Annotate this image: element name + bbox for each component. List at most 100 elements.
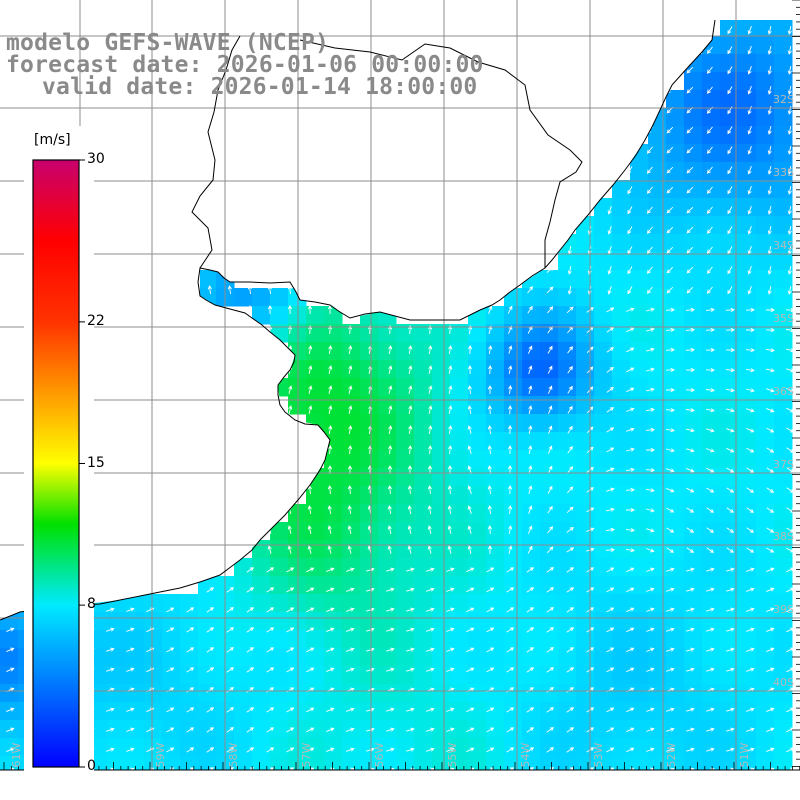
wind-cell: [522, 360, 541, 379]
wind-cell: [378, 486, 397, 505]
wind-arrow: [686, 567, 695, 572]
wind-arrow: [288, 405, 293, 415]
wind-cell: [396, 684, 415, 703]
wind-arrow: [466, 627, 475, 633]
wind-arrow: [727, 186, 733, 195]
wind-cell: [738, 540, 757, 559]
wind-cell: [720, 270, 739, 289]
wind-cell: [684, 144, 703, 163]
wind-cell: [90, 702, 109, 721]
wind-cell: [774, 486, 793, 505]
wind-arrow: [726, 747, 735, 752]
wind-arrow: [126, 627, 135, 632]
wind-cell: [630, 702, 649, 721]
wind-arrow: [546, 286, 554, 294]
wind-cell: [306, 774, 325, 793]
wind-cell: [738, 486, 757, 505]
wind-arrow: [706, 667, 715, 672]
wind-cell: [252, 756, 271, 770]
wind-cell: [684, 504, 703, 523]
wind-cell: [234, 594, 253, 613]
wind-cell: [630, 774, 649, 793]
wind-arrow: [186, 747, 195, 753]
wind-arrow: [386, 667, 395, 672]
wind-cell: [684, 540, 703, 559]
wind-cell: [306, 504, 325, 523]
wind-arrow: [306, 747, 315, 753]
wind-arrow: [327, 485, 332, 495]
wind-arrow: [666, 266, 674, 274]
wind-cell: [450, 378, 469, 397]
wind-cell: [504, 612, 523, 631]
wind-cell: [738, 630, 757, 649]
wind-field-cells: [0, 18, 793, 793]
wind-cell: [252, 576, 271, 595]
wind-cell: [756, 234, 775, 253]
wind-arrow: [426, 627, 435, 632]
wind-arrow: [787, 266, 792, 275]
wind-arrow: [706, 587, 715, 592]
wind-cell: [684, 432, 703, 451]
wind-arrow: [628, 767, 635, 770]
wind-arrow: [547, 365, 553, 374]
wind-cell: [432, 324, 451, 343]
wind-cell: [594, 198, 613, 217]
wind-cell: [414, 774, 433, 793]
wind-arrow: [368, 767, 375, 770]
wind-cell: [648, 612, 667, 631]
wind-cell: [612, 414, 631, 433]
wind-cell: [378, 396, 397, 415]
wind-cell: [504, 378, 523, 397]
wind-cell: [648, 450, 667, 469]
wind-cell: [666, 522, 685, 541]
wind-cell: [702, 72, 721, 91]
wind-arrow: [186, 707, 195, 713]
wind-cell: [576, 684, 595, 703]
wind-cell: [324, 450, 343, 469]
wind-arrow: [626, 627, 635, 633]
wind-cell: [486, 306, 505, 325]
wind-arrow: [566, 647, 575, 653]
wind-arrow: [747, 166, 752, 175]
wind-arrow: [448, 405, 453, 415]
wind-cell: [720, 54, 739, 73]
wind-cell: [522, 774, 541, 793]
wind-arrow: [706, 186, 713, 194]
wind-cell: [324, 774, 343, 793]
wind-arrow: [406, 567, 415, 572]
wind-cell: [360, 360, 379, 379]
wind-cell: [666, 702, 685, 721]
wind-arrow: [727, 266, 733, 275]
wind-cell: [684, 702, 703, 721]
wind-cell: [738, 468, 757, 487]
wind-cell: [666, 90, 685, 109]
wind-arrow: [226, 727, 235, 733]
wind-arrow: [546, 546, 554, 554]
wind-cell: [630, 504, 649, 523]
wind-arrow: [468, 345, 473, 355]
wind-arrow: [726, 388, 735, 393]
wind-arrow: [106, 647, 115, 652]
wind-arrow: [527, 345, 533, 354]
wind-cell: [702, 486, 721, 505]
wind-arrow: [546, 607, 555, 613]
wind-cell: [90, 648, 109, 667]
wind-cell: [198, 612, 217, 631]
wind-cell: [648, 378, 667, 397]
wind-cell: [738, 36, 757, 55]
wind-cell: [450, 522, 469, 541]
wind-cell: [360, 414, 379, 433]
wind-arrow: [626, 667, 635, 673]
wind-cell: [558, 342, 577, 361]
wind-cell: [594, 486, 613, 505]
wind-cell: [126, 738, 145, 757]
wind-arrow: [767, 145, 772, 155]
colorbar-unit-label: [m/s]: [34, 132, 71, 148]
wind-cell: [468, 522, 487, 541]
wind-cell: [702, 450, 721, 469]
wind-cell: [306, 378, 325, 397]
wind-cell: [306, 306, 325, 325]
wind-arrow: [548, 405, 553, 414]
wind-arrow: [327, 505, 332, 514]
wind-arrow: [786, 447, 795, 453]
